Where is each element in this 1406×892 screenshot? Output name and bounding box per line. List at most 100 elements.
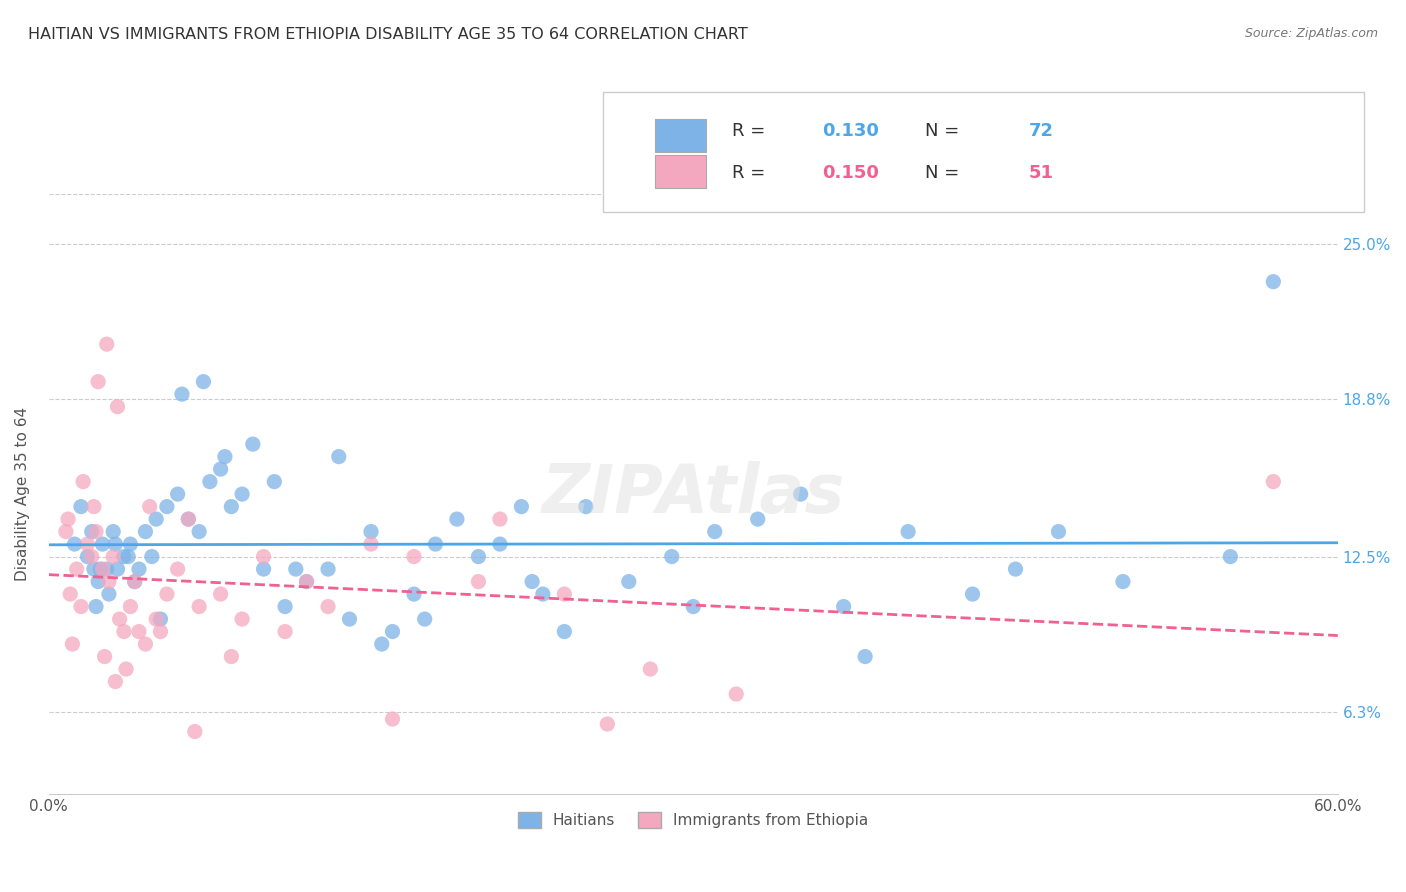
Point xyxy=(231,487,253,501)
Text: R =: R = xyxy=(733,122,770,140)
Point xyxy=(897,524,920,539)
Point xyxy=(55,524,77,539)
Point xyxy=(467,574,489,589)
Point xyxy=(231,612,253,626)
Point xyxy=(141,549,163,564)
Point xyxy=(198,475,221,489)
Point xyxy=(193,375,215,389)
Text: N =: N = xyxy=(925,122,966,140)
Point xyxy=(70,599,93,614)
Point xyxy=(381,624,404,639)
Point xyxy=(97,574,120,589)
Point xyxy=(1263,475,1285,489)
Point xyxy=(661,549,683,564)
Point xyxy=(360,537,382,551)
Point xyxy=(381,712,404,726)
Point xyxy=(107,400,129,414)
Point xyxy=(316,562,339,576)
Point xyxy=(112,549,135,564)
Text: N =: N = xyxy=(925,164,966,182)
Point xyxy=(531,587,554,601)
Point xyxy=(60,637,83,651)
Point xyxy=(489,512,512,526)
Point xyxy=(56,512,79,526)
Point xyxy=(1263,275,1285,289)
Point xyxy=(221,500,243,514)
Point xyxy=(120,537,142,551)
Point xyxy=(402,587,425,601)
Point xyxy=(149,612,172,626)
Point xyxy=(339,612,361,626)
Point xyxy=(59,587,82,601)
Point xyxy=(1047,524,1070,539)
Point xyxy=(188,524,211,539)
Point xyxy=(177,512,200,526)
Point xyxy=(252,562,274,576)
Point xyxy=(80,524,103,539)
Point xyxy=(553,587,575,601)
Point xyxy=(360,524,382,539)
Point xyxy=(128,624,150,639)
Point xyxy=(617,574,640,589)
Point xyxy=(725,687,748,701)
Point xyxy=(107,562,129,576)
Point xyxy=(128,562,150,576)
Point xyxy=(134,524,156,539)
Point xyxy=(89,562,111,576)
Text: 51: 51 xyxy=(1028,164,1053,182)
Bar xyxy=(655,119,706,153)
Point xyxy=(149,624,172,639)
Point xyxy=(295,574,318,589)
Point xyxy=(467,549,489,564)
Point xyxy=(284,562,307,576)
Point xyxy=(117,549,139,564)
Point xyxy=(274,599,297,614)
Point xyxy=(209,587,232,601)
Point xyxy=(853,649,876,664)
Text: 72: 72 xyxy=(1028,122,1053,140)
Point xyxy=(316,599,339,614)
Point xyxy=(145,512,167,526)
Point xyxy=(156,500,179,514)
Point xyxy=(84,599,107,614)
Point xyxy=(104,674,127,689)
Point xyxy=(221,649,243,664)
Point xyxy=(962,587,984,601)
Point xyxy=(83,562,105,576)
Point xyxy=(328,450,350,464)
Point xyxy=(145,612,167,626)
Point xyxy=(87,574,110,589)
Point xyxy=(91,537,114,551)
Point xyxy=(103,549,125,564)
Point xyxy=(214,450,236,464)
Point xyxy=(91,562,114,576)
Point xyxy=(274,624,297,639)
FancyBboxPatch shape xyxy=(603,92,1364,212)
Point xyxy=(640,662,662,676)
Point xyxy=(124,574,146,589)
Point xyxy=(97,587,120,601)
Point xyxy=(1004,562,1026,576)
Point xyxy=(489,537,512,551)
Point xyxy=(120,599,142,614)
Point xyxy=(413,612,436,626)
Point xyxy=(76,537,98,551)
Point xyxy=(177,512,200,526)
Legend: Haitians, Immigrants from Ethiopia: Haitians, Immigrants from Ethiopia xyxy=(512,806,875,834)
Point xyxy=(1219,549,1241,564)
Point xyxy=(682,599,704,614)
Text: Source: ZipAtlas.com: Source: ZipAtlas.com xyxy=(1244,27,1378,40)
Point xyxy=(170,387,193,401)
Y-axis label: Disability Age 35 to 64: Disability Age 35 to 64 xyxy=(15,407,30,582)
Point xyxy=(108,612,131,626)
Point xyxy=(83,500,105,514)
Point xyxy=(66,562,89,576)
Point xyxy=(70,500,93,514)
Point xyxy=(134,637,156,651)
Point xyxy=(104,537,127,551)
Point xyxy=(188,599,211,614)
Point xyxy=(87,375,110,389)
Point xyxy=(63,537,86,551)
Point xyxy=(166,487,188,501)
Point xyxy=(252,549,274,564)
